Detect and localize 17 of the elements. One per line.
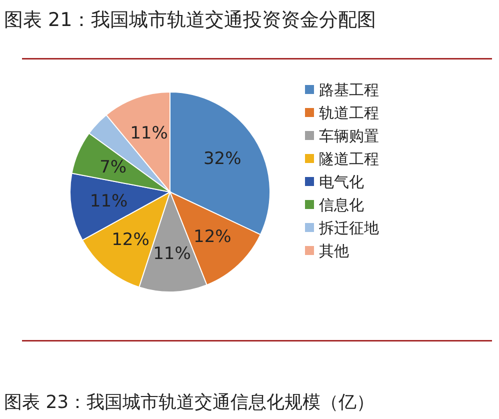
legend-label: 其他 [319,242,349,260]
legend-label: 隧道工程 [319,150,379,168]
chart-title: 图表 21：我国城市轨道交通投资资金分配图 [4,9,376,31]
text: 图表 23：我国城市轨道交通信息化规模（亿） [4,392,375,413]
data-label: 11% [153,244,191,264]
legend-label: 车辆购置 [319,127,379,145]
data-label: 12% [194,227,232,248]
data-label: 7% [100,157,127,178]
data-label: 12% [112,230,150,250]
data-label: 32% [203,148,242,169]
data-label: 11% [130,124,168,144]
legend-label: 电气化 [319,173,364,191]
legend-label: 信息化 [319,196,364,214]
legend-label: 路基工程 [319,81,379,99]
legend-label: 拆迁征地 [318,219,379,237]
legend-label: 轨道工程 [319,104,379,122]
data-label: 11% [90,192,128,212]
